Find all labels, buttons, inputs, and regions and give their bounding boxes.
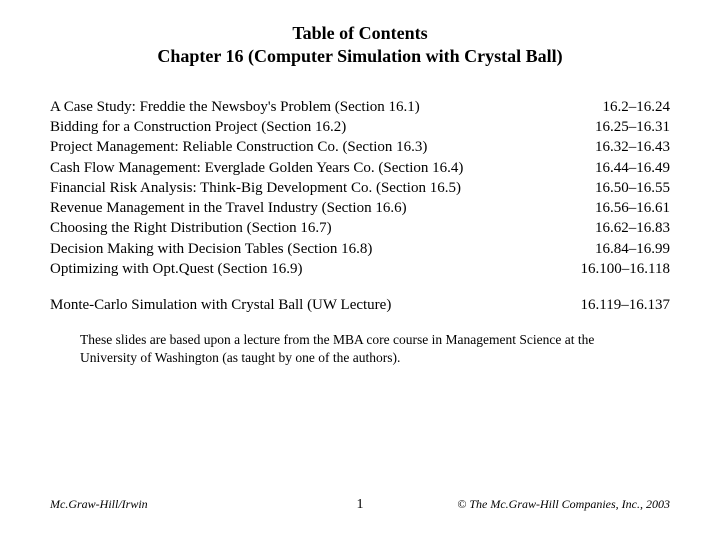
toc-label: Revenue Management in the Travel Industr… xyxy=(50,198,585,218)
toc-row: Optimizing with Opt.Quest (Section 16.9)… xyxy=(50,259,670,279)
toc-pages: 16.25–16.31 xyxy=(585,117,670,137)
toc-label: Optimizing with Opt.Quest (Section 16.9) xyxy=(50,259,571,279)
toc-pages: 16.2–16.24 xyxy=(593,97,671,117)
toc-label: Monte-Carlo Simulation with Crystal Ball… xyxy=(50,295,571,315)
toc-row: Cash Flow Management: Everglade Golden Y… xyxy=(50,158,670,178)
toc-label: Financial Risk Analysis: Think-Big Devel… xyxy=(50,178,585,198)
lecture-note: These slides are based upon a lecture fr… xyxy=(50,331,670,366)
toc-pages: 16.119–16.137 xyxy=(571,295,670,315)
toc-extra-list: Monte-Carlo Simulation with Crystal Ball… xyxy=(50,295,670,315)
toc-label: A Case Study: Freddie the Newsboy's Prob… xyxy=(50,97,593,117)
toc-pages: 16.62–16.83 xyxy=(585,218,670,238)
toc-pages: 16.32–16.43 xyxy=(585,137,670,157)
toc-pages: 16.84–16.99 xyxy=(585,239,670,259)
toc-row: Decision Making with Decision Tables (Se… xyxy=(50,239,670,259)
title-block: Table of Contents Chapter 16 (Computer S… xyxy=(50,22,670,69)
toc-main-list: A Case Study: Freddie the Newsboy's Prob… xyxy=(50,97,670,279)
footer: Mc.Graw-Hill/Irwin 1 © The Mc.Graw-Hill … xyxy=(50,497,670,512)
toc-pages: 16.50–16.55 xyxy=(585,178,670,198)
toc-label: Bidding for a Construction Project (Sect… xyxy=(50,117,585,137)
toc-row: Revenue Management in the Travel Industr… xyxy=(50,198,670,218)
toc-label: Cash Flow Management: Everglade Golden Y… xyxy=(50,158,585,178)
toc-pages: 16.100–16.118 xyxy=(571,259,670,279)
toc-row: Financial Risk Analysis: Think-Big Devel… xyxy=(50,178,670,198)
toc-label: Decision Making with Decision Tables (Se… xyxy=(50,239,585,259)
toc-label: Project Management: Reliable Constructio… xyxy=(50,137,585,157)
footer-right: © The Mc.Graw-Hill Companies, Inc., 2003 xyxy=(457,497,670,512)
toc-row: Monte-Carlo Simulation with Crystal Ball… xyxy=(50,295,670,315)
toc-row: Bidding for a Construction Project (Sect… xyxy=(50,117,670,137)
title-line-1: Table of Contents xyxy=(50,22,670,45)
title-line-2: Chapter 16 (Computer Simulation with Cry… xyxy=(50,45,670,68)
toc-pages: 16.56–16.61 xyxy=(585,198,670,218)
toc-row: A Case Study: Freddie the Newsboy's Prob… xyxy=(50,97,670,117)
toc-row: Project Management: Reliable Constructio… xyxy=(50,137,670,157)
toc-row: Choosing the Right Distribution (Section… xyxy=(50,218,670,238)
toc-label: Choosing the Right Distribution (Section… xyxy=(50,218,585,238)
page-number: 1 xyxy=(357,497,364,513)
footer-left: Mc.Graw-Hill/Irwin xyxy=(50,497,148,512)
toc-pages: 16.44–16.49 xyxy=(585,158,670,178)
